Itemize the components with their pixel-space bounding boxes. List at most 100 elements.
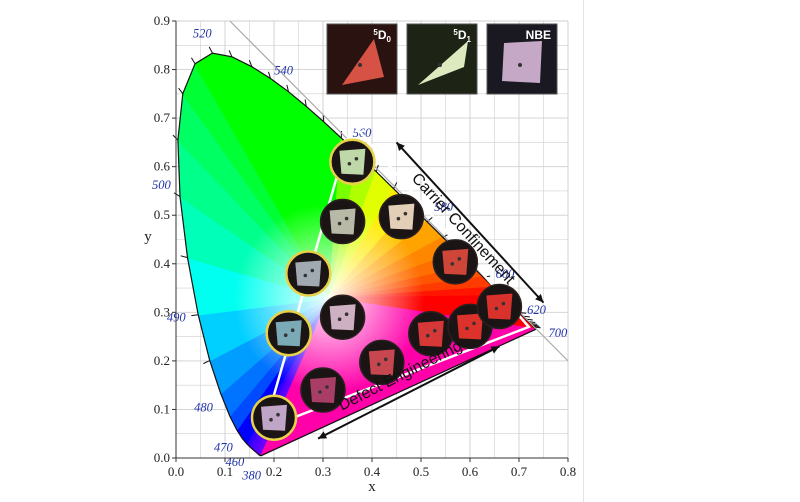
- sample-markers: [250, 138, 523, 441]
- sample-marker: [300, 367, 346, 413]
- sample-contact: [396, 216, 401, 221]
- sample-contact: [310, 268, 315, 273]
- arrow-head: [396, 142, 405, 152]
- sample-contact: [354, 157, 359, 161]
- sample-film: [329, 304, 356, 331]
- wavelength-tick: [393, 182, 398, 189]
- wavelength-tick: [208, 46, 213, 54]
- photo-inset: NBE: [486, 23, 558, 95]
- sample-contact: [450, 262, 455, 266]
- y-tick-label: 0.7: [154, 110, 171, 125]
- photo-inset: 5D1: [406, 23, 478, 95]
- x-tick-label: 0.8: [560, 464, 576, 479]
- wavelength-tick: [180, 255, 188, 259]
- sample-contact: [377, 362, 381, 367]
- inset-contact: [358, 63, 362, 67]
- arrow-head: [490, 346, 500, 354]
- wavelength-tick: [322, 114, 325, 122]
- wavelength-tick: [172, 134, 179, 141]
- sample-marker: [329, 138, 376, 186]
- x-tick-label: 0.5: [413, 464, 429, 479]
- wavelength-tick: [304, 99, 307, 107]
- sample-contact: [465, 326, 469, 331]
- sample-contact: [347, 162, 352, 166]
- sample-contact: [501, 301, 506, 306]
- wavelength-tick: [190, 57, 196, 64]
- sample-marker: [265, 309, 312, 357]
- inset-frame: [406, 23, 478, 95]
- wavelength-label: 580: [434, 200, 454, 214]
- sample-marker: [359, 339, 405, 386]
- sample-film: [388, 203, 415, 230]
- sample-contact: [472, 321, 476, 326]
- sample-film: [457, 313, 483, 340]
- sample-contact: [344, 312, 349, 316]
- sample-film: [368, 349, 395, 376]
- x-tick-label: 0.0: [168, 464, 184, 479]
- wavelength-tick: [228, 50, 233, 58]
- sample-marker: [285, 250, 332, 297]
- y-tick-label: 0.3: [154, 304, 170, 319]
- sample-film: [261, 404, 287, 431]
- sample-film: [295, 260, 322, 287]
- arrow-shaft: [395, 141, 545, 304]
- sample-marker: [432, 239, 479, 285]
- sample-contact: [403, 211, 408, 216]
- y-tick-label: 0.2: [154, 353, 170, 368]
- sample-contact: [269, 417, 273, 422]
- wavelength-label: 480: [194, 400, 214, 414]
- sample-marker: [476, 283, 523, 330]
- arrow-shaft: [317, 345, 500, 440]
- y-tick-label: 0.5: [154, 207, 170, 222]
- sample-marker: [319, 294, 366, 340]
- sample-contact: [337, 317, 342, 321]
- wavelength-tick: [173, 192, 181, 197]
- sample-film: [339, 148, 366, 175]
- wavelength-label: 460: [226, 455, 246, 469]
- sample-contact: [290, 328, 295, 333]
- x-tick-label: 0.4: [364, 464, 381, 479]
- sample-contact: [384, 357, 388, 362]
- wavelength-tick: [191, 314, 199, 317]
- sample-contact: [494, 306, 499, 311]
- sample-contact: [337, 221, 342, 226]
- wavelength-tick: [203, 360, 210, 365]
- y-tick-label: 0.9: [154, 13, 170, 28]
- wavelength-label: 520: [193, 26, 213, 40]
- sample-film: [417, 320, 444, 347]
- x-tick-label: 0.2: [266, 464, 282, 479]
- sample-contact: [433, 328, 437, 333]
- inset-sample: [342, 39, 384, 85]
- sample-contact: [457, 257, 462, 261]
- sample-contact: [426, 333, 430, 338]
- x-tick-label: 0.3: [315, 464, 331, 479]
- sample-film: [442, 248, 469, 275]
- inset-contact: [438, 63, 442, 67]
- y-tick-label: 0.8: [154, 62, 170, 77]
- inset-sample: [418, 41, 468, 85]
- wavelength-label: 700: [549, 326, 569, 340]
- x-tick-label: 0.6: [462, 464, 479, 479]
- wavelength-tick: [286, 84, 289, 92]
- sample-marker: [378, 193, 425, 240]
- sample-film: [329, 208, 356, 235]
- y-tick-label: 0.0: [154, 450, 170, 465]
- photo-inset: 5D0: [326, 23, 398, 95]
- panel-divider: [583, 0, 584, 502]
- inset-label: 5D0: [373, 28, 391, 44]
- photo-insets: 5D0 5D1 NBE: [326, 23, 558, 95]
- sample-contact: [325, 385, 329, 389]
- sample-contact: [344, 216, 349, 221]
- inset-sample: [502, 41, 542, 83]
- x-tick-label: 0.7: [511, 464, 528, 479]
- wavelength-label: 490: [167, 310, 187, 324]
- wavelength-tick: [248, 59, 253, 67]
- arrow-head: [318, 431, 328, 439]
- y-tick-labels: 0.0 0.1 0.2 0.3 0.4 0.5 0.6 0.7 0.8 0.9: [154, 13, 176, 465]
- wavelength-label: 470: [214, 440, 234, 454]
- x-tick-label: 0.1: [217, 464, 233, 479]
- sample-contact: [303, 273, 308, 278]
- wavelength-tick: [267, 71, 271, 79]
